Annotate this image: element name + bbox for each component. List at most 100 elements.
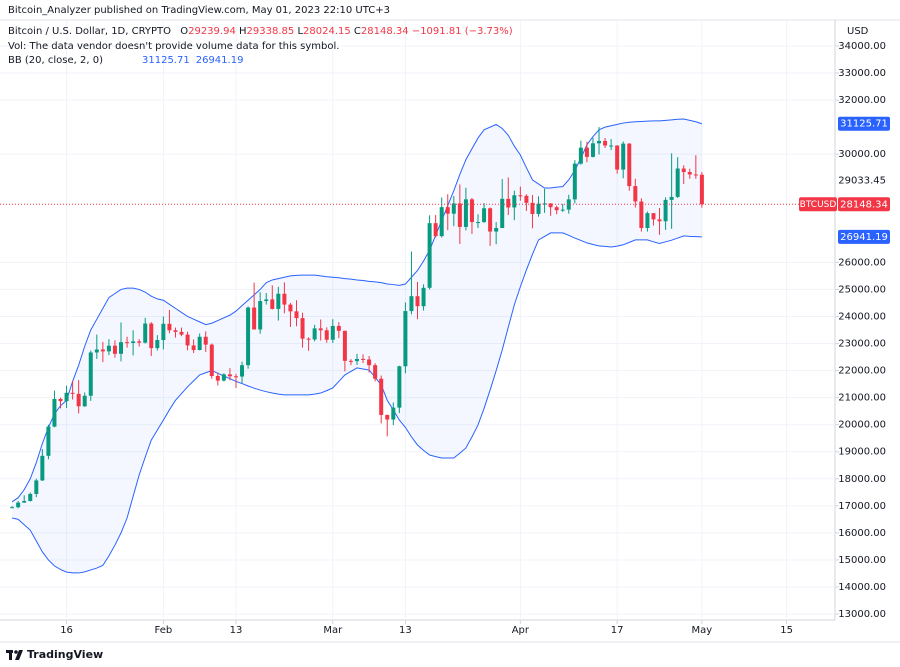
x-tick-label: Mar: [323, 625, 343, 636]
candle-body: [675, 168, 680, 197]
y-tick-label: 15000.00: [838, 555, 886, 566]
candle-body: [621, 143, 626, 170]
candle-body: [131, 341, 136, 343]
candle-body: [554, 207, 559, 211]
candle-body: [185, 334, 190, 346]
y-tick-label: 34000.00: [838, 41, 886, 52]
ohlc-letter: L: [297, 26, 304, 37]
footer-text: TradingView: [27, 648, 104, 661]
y-tick-label: 26000.00: [838, 257, 886, 268]
candle-body: [246, 307, 251, 366]
candle-body: [433, 223, 438, 237]
x-tick-label: Apr: [512, 625, 530, 636]
candle-body: [494, 228, 499, 232]
candle-body: [572, 163, 577, 200]
candle-body: [137, 341, 142, 343]
candle-body: [16, 502, 21, 508]
candle-body: [615, 145, 620, 170]
candle-body: [367, 359, 372, 366]
candle-body: [566, 199, 571, 210]
candle-body: [46, 426, 51, 456]
x-tick-label: Feb: [155, 625, 173, 636]
candle-body: [584, 147, 589, 157]
candle-body: [282, 293, 287, 305]
candle-body: [179, 331, 184, 335]
ohlc-value: 29239.94: [188, 26, 236, 37]
y-tick-label: 13000.00: [838, 609, 886, 620]
volume-note: Vol: The data vendor doesn't provide vol…: [8, 41, 340, 52]
candle-body: [100, 349, 105, 352]
candle-body: [524, 195, 529, 203]
candle-body: [427, 223, 432, 288]
candle-body: [173, 330, 178, 332]
candle-body: [342, 330, 347, 361]
candle-body: [28, 493, 33, 501]
candle-body: [669, 196, 674, 200]
candle-body: [94, 349, 99, 353]
candle-body: [300, 318, 305, 339]
candle-body: [409, 296, 414, 312]
candle-body: [40, 455, 45, 481]
candle-body: [227, 374, 232, 377]
candle-body: [373, 365, 378, 379]
price-marker-label: 28148.34: [840, 199, 888, 210]
candle-body: [88, 352, 93, 396]
ohlc-letter: H: [239, 26, 247, 37]
candle-body: [560, 209, 565, 211]
candle-body: [512, 195, 517, 208]
candle-body: [663, 199, 668, 222]
candle-body: [633, 186, 638, 202]
candle-body: [597, 140, 602, 144]
y-tick-label: 14000.00: [838, 582, 886, 593]
candle-body: [506, 198, 511, 208]
price-marker: [838, 197, 890, 212]
candle-body: [52, 398, 57, 427]
band-marker-label: 26941.19: [840, 232, 888, 243]
candle-body: [233, 376, 238, 378]
candle-body: [476, 222, 481, 224]
candle-body: [306, 338, 311, 340]
candle-body: [354, 358, 359, 362]
candle-body: [385, 414, 390, 420]
candle-body: [34, 480, 39, 494]
candle-body: [112, 345, 117, 354]
candle-body: [699, 174, 704, 205]
y-tick-label: 30000.00: [838, 149, 886, 160]
y-tick-label: 21000.00: [838, 393, 886, 404]
candle-body: [463, 199, 468, 227]
candle-body: [58, 398, 63, 402]
candle-body: [270, 299, 275, 309]
candle-body: [578, 147, 583, 164]
candle-body: [451, 203, 456, 214]
candle-body: [639, 201, 644, 229]
ohlc-value: 28024.15: [303, 26, 351, 37]
candle-body: [488, 208, 493, 232]
bb-lower-value: 26941.19: [195, 55, 244, 66]
candle-body: [627, 143, 632, 187]
legend-row: Bitcoin / U.S. Dollar, 1D, CRYPTO O29239…: [8, 26, 513, 37]
ohlc-value: 29338.85: [246, 26, 295, 37]
candle-body: [500, 198, 505, 229]
y-tick-label: 18000.00: [838, 474, 886, 485]
candle-body: [318, 328, 323, 331]
candle-body: [645, 213, 650, 229]
change: −1091.81 (−3.73%): [411, 26, 513, 37]
candle-body: [542, 203, 547, 205]
candle-body: [64, 392, 69, 402]
candle-body: [548, 203, 553, 208]
x-tick-label: 13: [399, 625, 412, 636]
candle-body: [651, 213, 656, 220]
candle-body: [445, 207, 450, 214]
y-tick-label: 25000.00: [838, 284, 886, 295]
band-marker-label: 31125.71: [840, 119, 888, 130]
x-tick-label: May: [692, 625, 713, 636]
y-tick-label: 24000.00: [838, 311, 886, 322]
y-tick-label: 20000.00: [838, 420, 886, 431]
candle-body: [469, 199, 474, 223]
candle-body: [143, 323, 148, 343]
candle-body: [536, 203, 541, 214]
candle-body: [693, 174, 698, 176]
candle-body: [258, 301, 263, 330]
